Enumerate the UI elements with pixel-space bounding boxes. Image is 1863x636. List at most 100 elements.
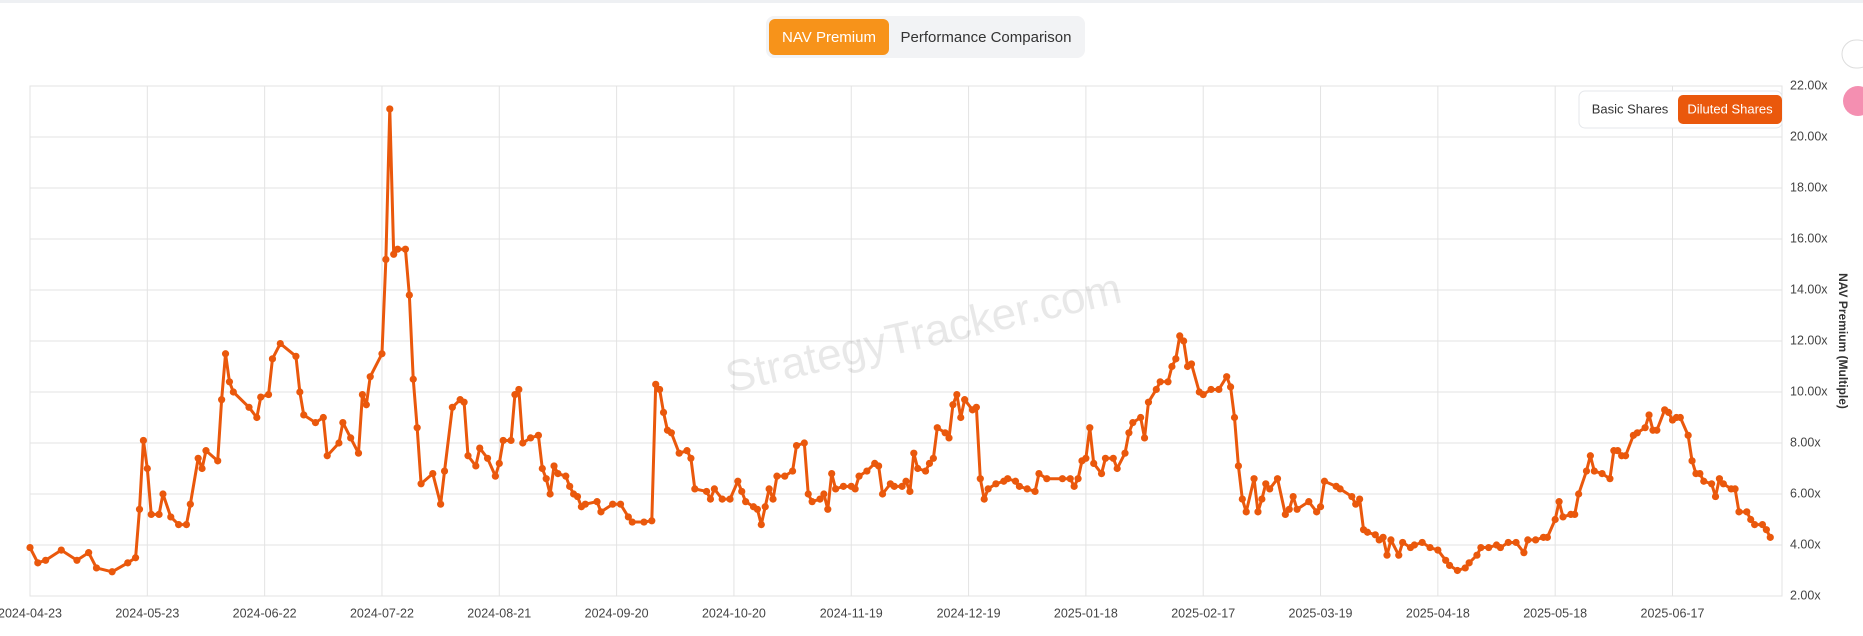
- point: [1262, 480, 1270, 488]
- point: [1164, 378, 1172, 386]
- point: [542, 475, 550, 483]
- side-icon[interactable]: [1841, 39, 1863, 69]
- point: [323, 452, 331, 460]
- point: [687, 454, 695, 462]
- point: [366, 373, 374, 381]
- point: [1575, 490, 1583, 498]
- point: [1352, 500, 1360, 508]
- point: [1348, 492, 1356, 501]
- point: [949, 401, 957, 409]
- point: [175, 521, 183, 529]
- point: [1226, 383, 1235, 391]
- point: [800, 439, 808, 447]
- point: [921, 467, 930, 475]
- point: [409, 375, 417, 383]
- point: [1465, 559, 1473, 567]
- y-axis-title: NAV Premium (Multiple): [1836, 273, 1850, 409]
- x-tick-label: 2025-01-18: [1054, 606, 1118, 620]
- tab-active[interactable]: [769, 19, 889, 55]
- point: [1254, 508, 1262, 516]
- x-tick-label: 2024-04-23: [0, 606, 62, 620]
- tab-label[interactable]: Performance Comparison: [901, 29, 1072, 46]
- point: [319, 413, 327, 422]
- watermark: StrategyTracker.com: [721, 264, 1126, 403]
- point: [1434, 546, 1442, 554]
- point: [1043, 475, 1051, 483]
- point: [550, 462, 558, 470]
- point: [1410, 541, 1418, 549]
- point: [194, 454, 202, 462]
- point: [1015, 482, 1024, 490]
- point: [1598, 470, 1606, 478]
- point: [1520, 549, 1528, 557]
- point: [652, 380, 660, 388]
- point: [221, 350, 230, 358]
- point: [765, 485, 773, 493]
- point: [1109, 454, 1117, 462]
- point: [1129, 419, 1137, 427]
- point: [257, 393, 265, 401]
- point: [1058, 475, 1067, 483]
- point: [738, 487, 746, 496]
- point: [268, 355, 277, 363]
- point: [851, 485, 859, 493]
- point: [139, 436, 148, 445]
- point: [214, 457, 222, 465]
- y-tick-label: 16.00x: [1790, 231, 1828, 245]
- x-tick-label: 2024-10-20: [702, 606, 766, 620]
- point: [957, 413, 965, 422]
- point: [961, 396, 969, 404]
- point: [1571, 510, 1579, 518]
- point: [526, 434, 535, 442]
- point: [1023, 485, 1031, 493]
- point: [1700, 477, 1708, 485]
- toggle-label[interactable]: Basic Shares: [1592, 101, 1669, 116]
- point: [311, 419, 320, 427]
- point: [1496, 543, 1505, 552]
- point: [648, 517, 656, 525]
- point: [390, 250, 398, 258]
- point: [499, 436, 507, 445]
- point: [394, 245, 402, 253]
- point: [706, 495, 715, 503]
- point: [1586, 452, 1594, 460]
- point: [362, 401, 370, 409]
- point: [753, 505, 761, 513]
- point: [628, 518, 636, 526]
- point: [1762, 526, 1770, 534]
- point: [476, 444, 484, 452]
- point: [42, 556, 50, 564]
- x-tick-label: 2025-03-19: [1289, 606, 1353, 620]
- point: [1293, 505, 1301, 513]
- point: [1383, 551, 1391, 559]
- point: [401, 245, 410, 253]
- point: [1113, 464, 1121, 473]
- point: [1223, 373, 1231, 381]
- tab-label[interactable]: NAV Premium: [782, 29, 876, 46]
- point: [1461, 564, 1469, 572]
- point: [519, 439, 527, 447]
- point: [554, 470, 562, 478]
- point: [675, 449, 683, 457]
- point: [464, 452, 472, 460]
- point: [108, 568, 116, 576]
- toggle-label[interactable]: Diluted Shares: [1687, 101, 1773, 116]
- point: [929, 454, 937, 462]
- point: [386, 105, 394, 113]
- point: [1125, 429, 1133, 437]
- toggle-active[interactable]: [1678, 95, 1782, 124]
- point: [1168, 362, 1176, 371]
- x-tick-label: 2024-08-21: [467, 606, 531, 620]
- point: [1234, 462, 1243, 470]
- point: [276, 339, 284, 348]
- point: [1395, 551, 1403, 559]
- point: [910, 449, 918, 457]
- point: [875, 462, 883, 470]
- point: [1238, 495, 1246, 503]
- point: [354, 449, 363, 457]
- point: [1140, 434, 1149, 442]
- point: [691, 485, 699, 493]
- point: [1688, 457, 1696, 465]
- side-icon[interactable]: [1843, 86, 1863, 116]
